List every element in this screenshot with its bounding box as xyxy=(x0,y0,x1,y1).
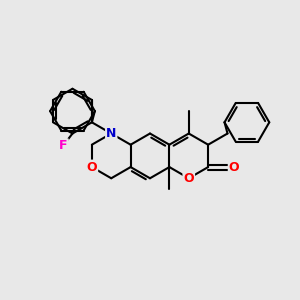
Text: O: O xyxy=(86,160,97,174)
Text: O: O xyxy=(183,172,194,185)
Text: F: F xyxy=(59,139,68,152)
Text: O: O xyxy=(229,160,239,174)
Text: N: N xyxy=(106,127,116,140)
